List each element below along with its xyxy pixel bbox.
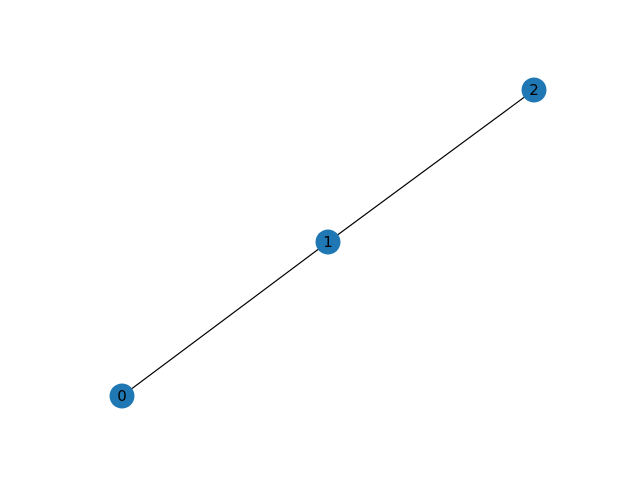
node-0: 0 bbox=[109, 383, 135, 409]
nodes-layer: 0 1 2 bbox=[109, 77, 547, 409]
edge-0-1 bbox=[121, 241, 329, 397]
node-0-marker bbox=[109, 383, 135, 409]
node-1-label: 1 bbox=[323, 233, 333, 251]
edge-1-2 bbox=[327, 89, 535, 243]
node-1-marker bbox=[315, 229, 341, 255]
node-2: 2 bbox=[521, 77, 547, 103]
node-2-marker bbox=[521, 77, 547, 103]
edges-layer bbox=[121, 89, 535, 397]
node-1: 1 bbox=[315, 229, 341, 255]
node-2-label: 2 bbox=[529, 81, 539, 99]
node-0-label: 0 bbox=[117, 387, 127, 405]
